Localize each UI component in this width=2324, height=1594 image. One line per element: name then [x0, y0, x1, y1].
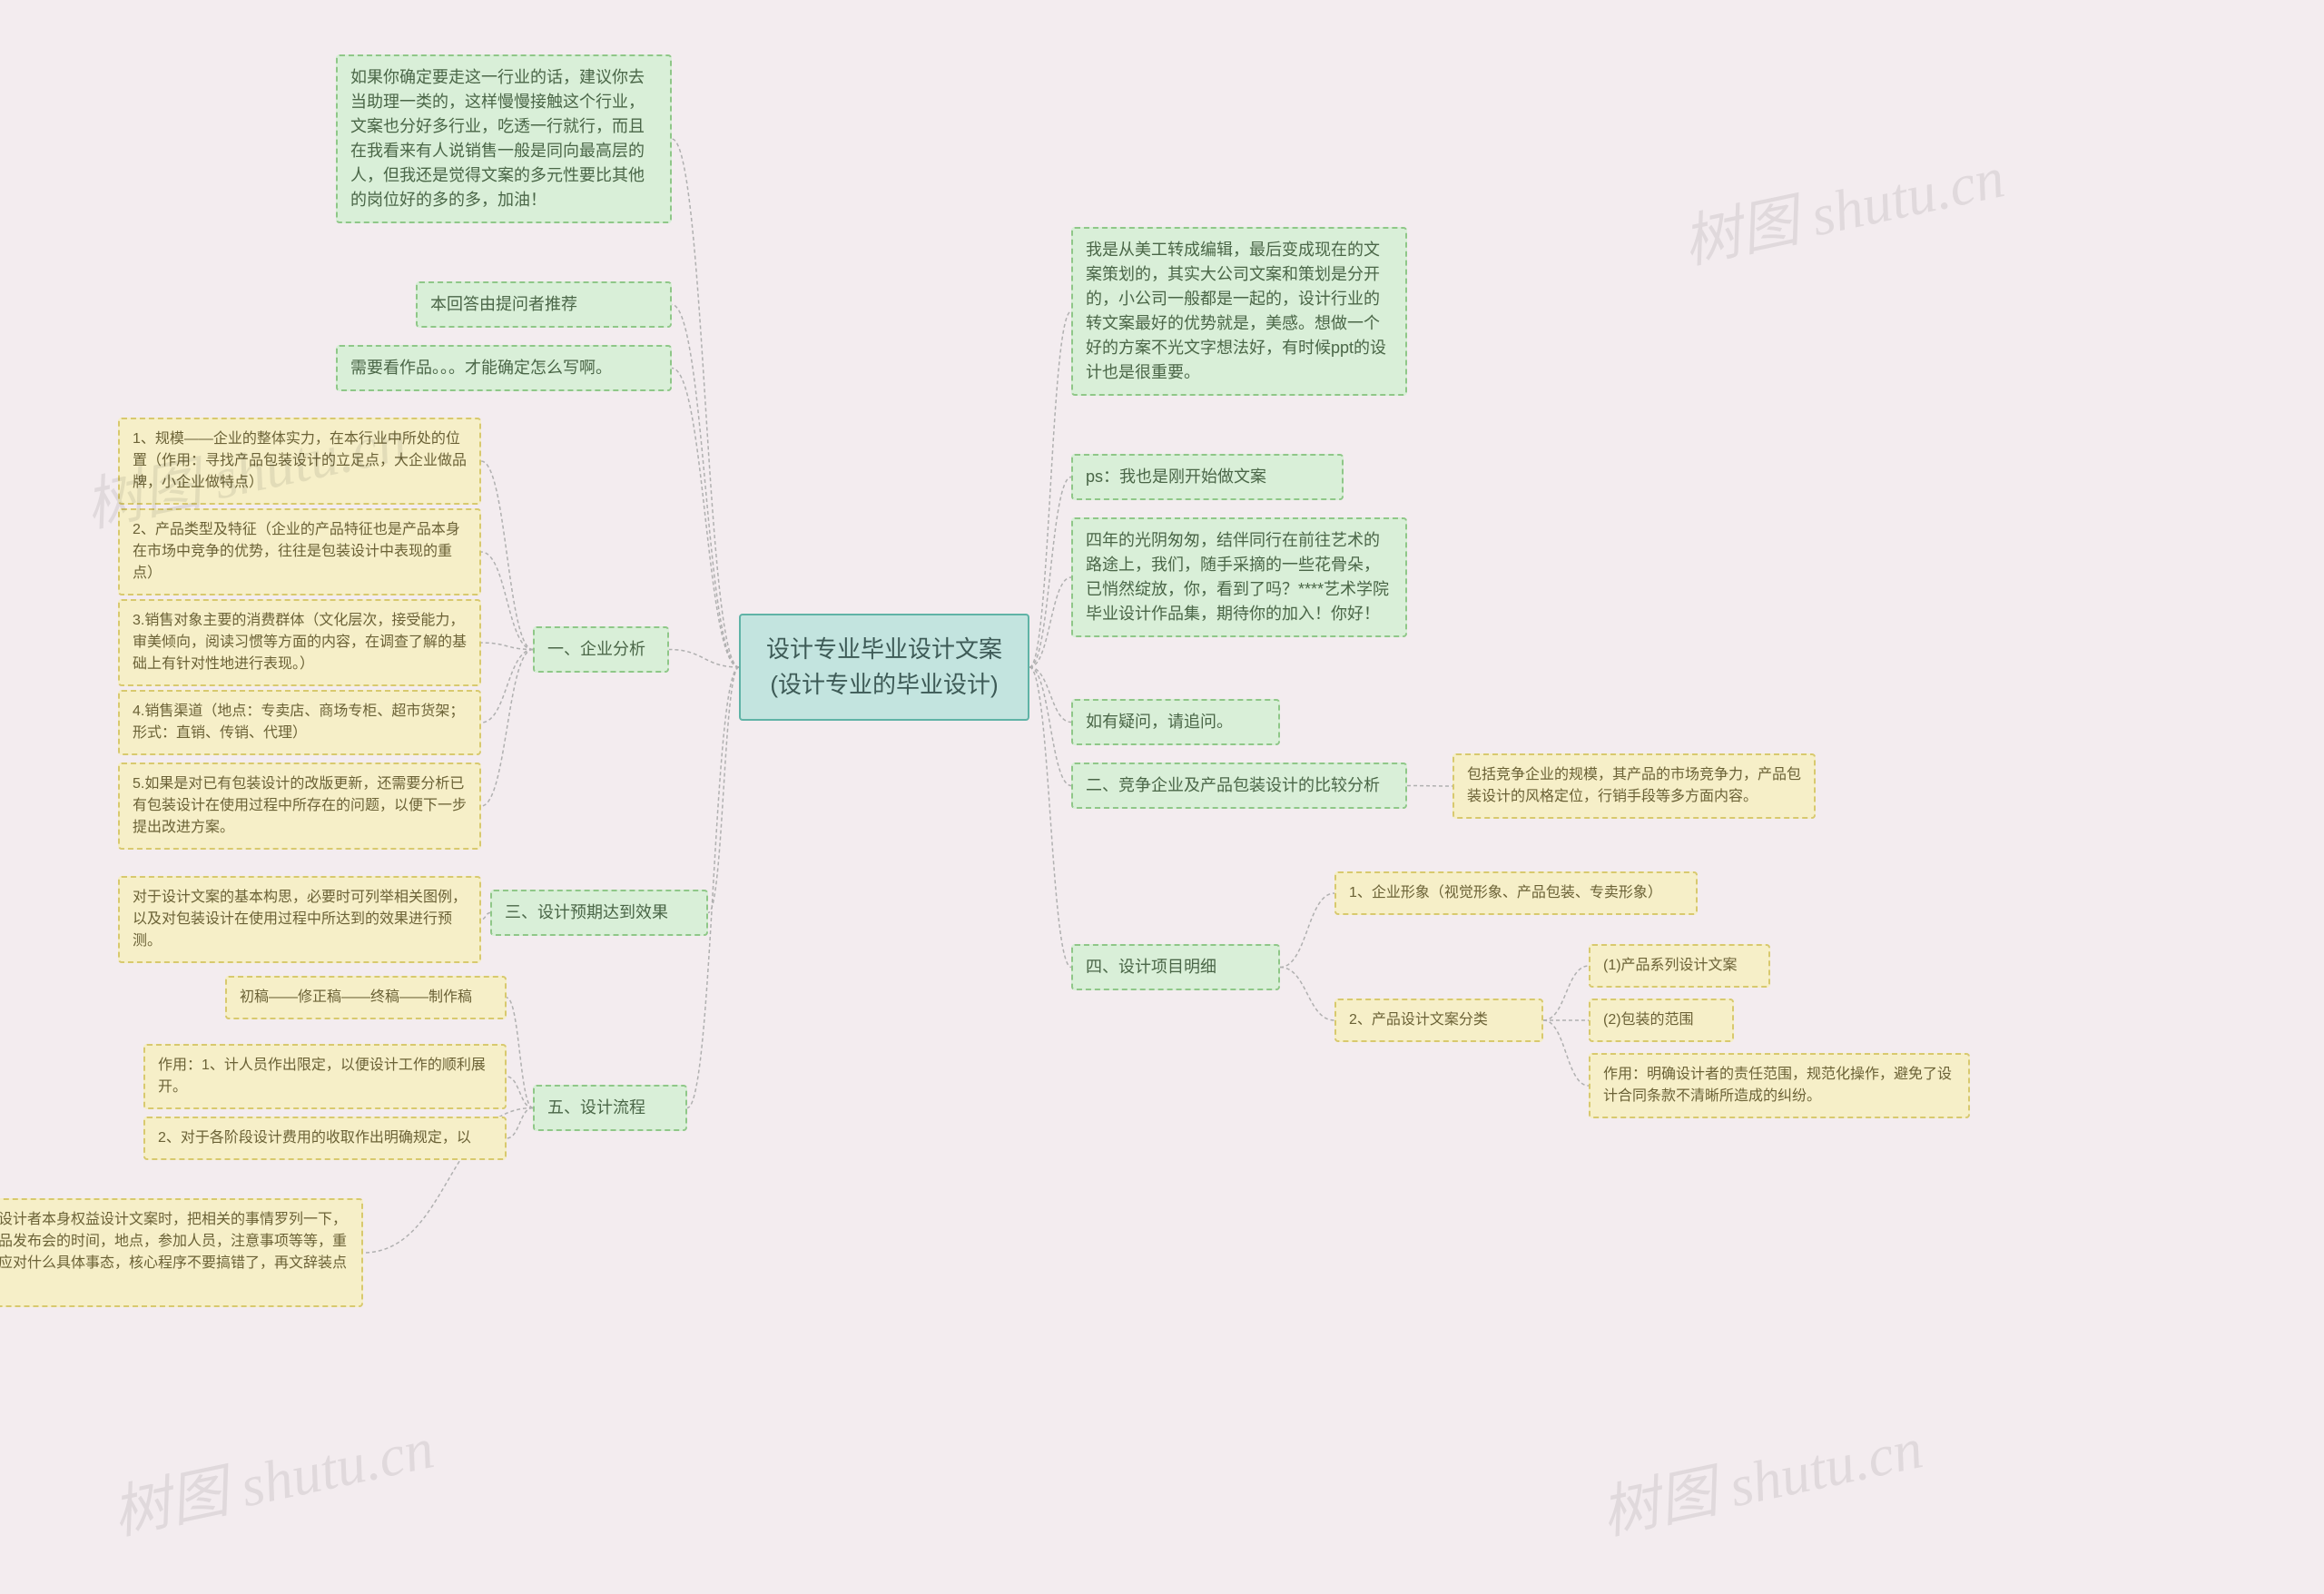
mindmap-node: 我是从美工转成编辑，最后变成现在的文案策划的，其实大公司文案和策划是分开的，小公…: [1071, 227, 1407, 396]
watermark: 树图 shutu.cn: [1674, 131, 2010, 280]
mindmap-node: 作用：明确设计者的责任范围，规范化操作，避免了设计合同条款不清晰所造成的纠纷。: [1589, 1053, 1970, 1118]
mindmap-node: 1、企业形象（视觉形象、产品包装、专卖形象）: [1334, 871, 1698, 915]
mindmap-node: 本回答由提问者推荐: [416, 281, 672, 328]
mindmap-node: 初稿——修正稿——终稿——制作稿: [225, 976, 507, 1019]
mindmap-node: 一、企业分析: [533, 626, 669, 673]
watermark: 树图 shutu.cn: [1592, 1402, 1928, 1551]
mindmap-node: 5.如果是对已有包装设计的改版更新，还需要分析已有包装设计在使用过程中所存在的问…: [118, 763, 481, 850]
mindmap-node: (2)包装的范围: [1589, 999, 1734, 1042]
mindmap-node: ps：我也是刚开始做文案: [1071, 454, 1344, 500]
root-node: 设计专业毕业设计文案(设计专业的毕业设计): [739, 614, 1029, 721]
mindmap-node: 如有疑问，请追问。: [1071, 699, 1280, 745]
mindmap-node: 二、竞争企业及产品包装设计的比较分析: [1071, 763, 1407, 809]
mindmap-node: 四年的光阴匆匆，结伴同行在前往艺术的路途上，我们，随手采摘的一些花骨朵，已悄然绽…: [1071, 517, 1407, 637]
mindmap-node: 三、设计预期达到效果: [490, 890, 708, 936]
mindmap-node: 1、规模——企业的整体实力，在本行业中所处的位置（作用：寻找产品包装设计的立足点…: [118, 418, 481, 505]
mindmap-node: 需要看作品。。。才能确定怎么写啊。: [336, 345, 672, 391]
mindmap-node: 3.销售对象主要的消费群体（文化层次，接受能力，审美倾向，阅读习惯等方面的内容，…: [118, 599, 481, 686]
mindmap-node: 2、产品设计文案分类: [1334, 999, 1543, 1042]
mindmap-node: 如果你确定要走这一行业的话，建议你去当助理一类的，这样慢慢接触这个行业，文案也分…: [336, 54, 672, 223]
mindmap-node: 2、产品类型及特征（企业的产品特征也是产品本身在市场中竞争的优势，往往是包装设计…: [118, 508, 481, 595]
mindmap-node: 包括竞争企业的规模，其产品的市场竞争力，产品包装设计的风格定位，行销手段等多方面…: [1452, 753, 1816, 819]
mindmap-node: 四、设计项目明细: [1071, 944, 1280, 990]
mindmap-node: 维护设计者本身权益设计文案时，把相关的事情罗列一下，如产品发布会的时间，地点，参…: [0, 1198, 363, 1307]
mindmap-node: 对于设计文案的基本构思，必要时可列举相关图例，以及对包装设计在使用过程中所达到的…: [118, 876, 481, 963]
mindmap-node: 作用：1、计人员作出限定，以便设计工作的顺利展开。: [143, 1044, 507, 1109]
mindmap-node: 4.销售渠道（地点：专卖店、商场专柜、超市货架；形式：直销、传销、代理）: [118, 690, 481, 755]
mindmap-node: 五、设计流程: [533, 1085, 687, 1131]
mindmap-node: (1)产品系列设计文案: [1589, 944, 1770, 988]
watermark: 树图 shutu.cn: [103, 1402, 439, 1551]
mindmap-node: 2、对于各阶段设计费用的收取作出明确规定，以: [143, 1117, 507, 1160]
